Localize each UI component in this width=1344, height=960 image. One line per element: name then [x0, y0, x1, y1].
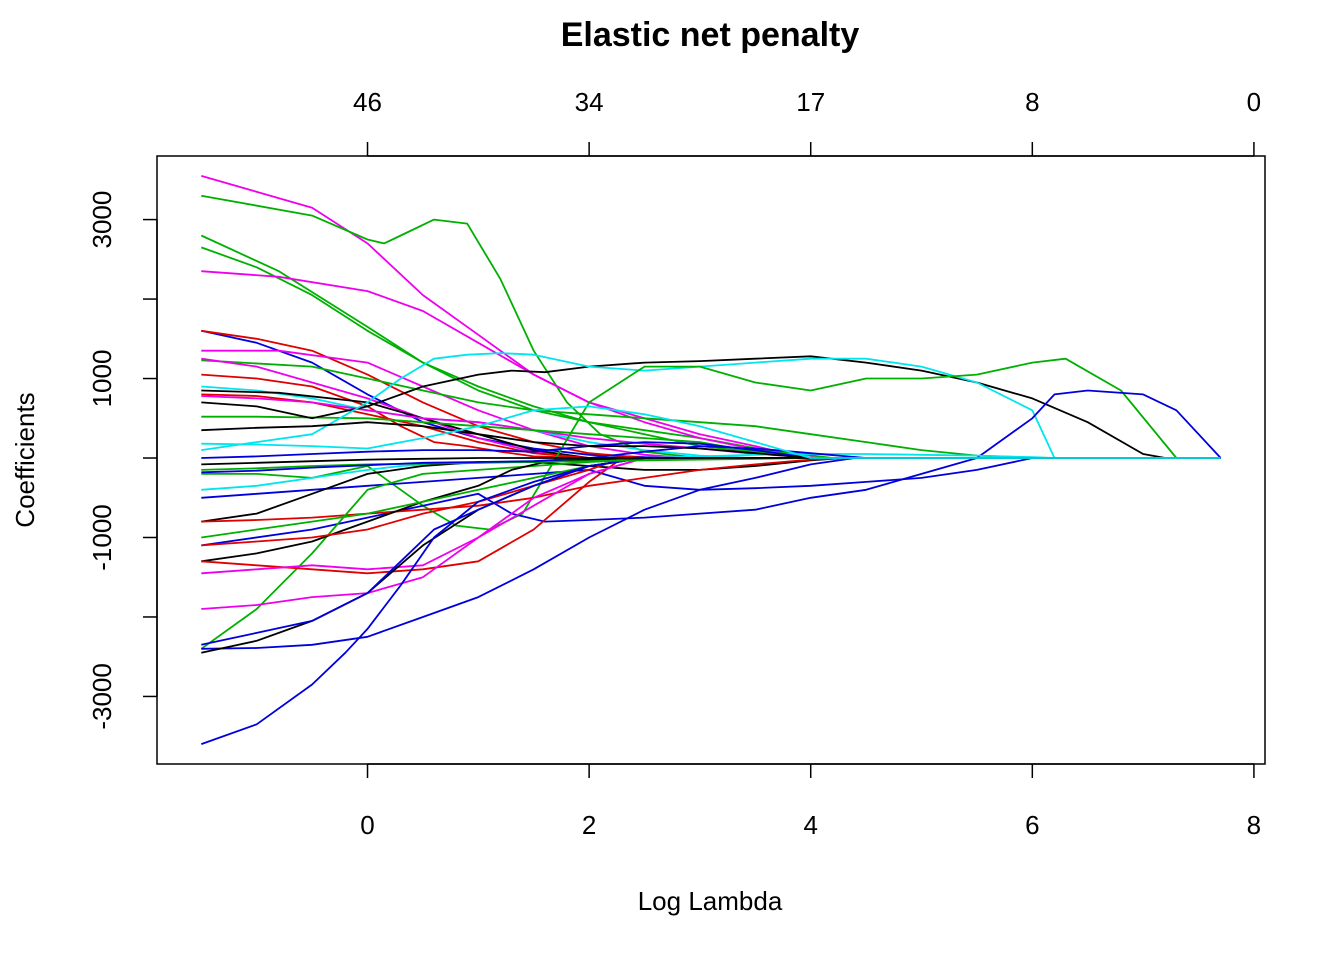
series-line-37 [201, 445, 1221, 474]
series-line-41 [201, 405, 1221, 459]
series-line-3 [200, 234, 1221, 459]
y-axis-title: Coefficients [10, 392, 40, 527]
x-tick-label: 0 [360, 810, 374, 840]
top-tick-label: 17 [796, 87, 825, 117]
x-tick-label: 6 [1025, 810, 1039, 840]
series-line-26 [201, 457, 1221, 563]
series-line-40 [201, 421, 1221, 459]
series-line-17 [201, 355, 1221, 459]
x-axis-top: 46 34 17 8 0 [353, 87, 1261, 157]
y-axis: -3000 -1000 1000 3000 [87, 191, 158, 730]
x-axis-bottom: 0 2 4 6 8 [360, 763, 1261, 840]
series-line-32 [201, 457, 1221, 650]
series-line-24 [201, 457, 1221, 523]
plot-area [200, 175, 1222, 745]
x-axis-title: Log Lambda [638, 886, 783, 916]
chart-title: Elastic net penalty [561, 16, 860, 54]
series-line-38 [201, 457, 1221, 466]
series-line-25 [200, 457, 1221, 650]
y-tick-label: -3000 [87, 663, 117, 730]
y-tick-label: 1000 [87, 350, 117, 408]
x-tick-label: 8 [1247, 810, 1261, 840]
top-tick-label: 0 [1247, 87, 1261, 117]
top-tick-label: 46 [353, 87, 382, 117]
series-line-11 [201, 373, 1221, 459]
series-line-19 [201, 357, 1221, 531]
top-tick-label: 8 [1025, 87, 1039, 117]
series-line-39 [201, 441, 1221, 459]
series-line-31 [201, 457, 1221, 610]
x-tick-label: 2 [582, 810, 596, 840]
series-line-35 [200, 457, 1221, 745]
series-line-4 [200, 246, 1221, 459]
y-tick-label: -1000 [87, 504, 117, 571]
top-tick-label: 34 [575, 87, 604, 117]
series-line-8 [201, 349, 1221, 459]
series-line-20 [201, 389, 1222, 547]
series-line-18 [201, 352, 1221, 459]
y-tick-label: 3000 [87, 191, 117, 249]
x-tick-label: 4 [803, 810, 817, 840]
series-line-22 [201, 457, 1221, 499]
